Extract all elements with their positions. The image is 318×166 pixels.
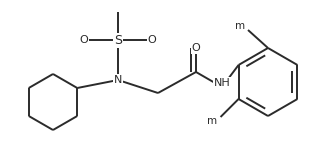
Text: NH: NH [214, 78, 230, 88]
Text: O: O [192, 43, 200, 53]
Text: N: N [114, 75, 122, 85]
Text: m: m [235, 21, 245, 31]
Text: m: m [207, 116, 218, 126]
Text: O: O [148, 35, 156, 45]
Text: O: O [80, 35, 88, 45]
Text: S: S [114, 34, 122, 46]
